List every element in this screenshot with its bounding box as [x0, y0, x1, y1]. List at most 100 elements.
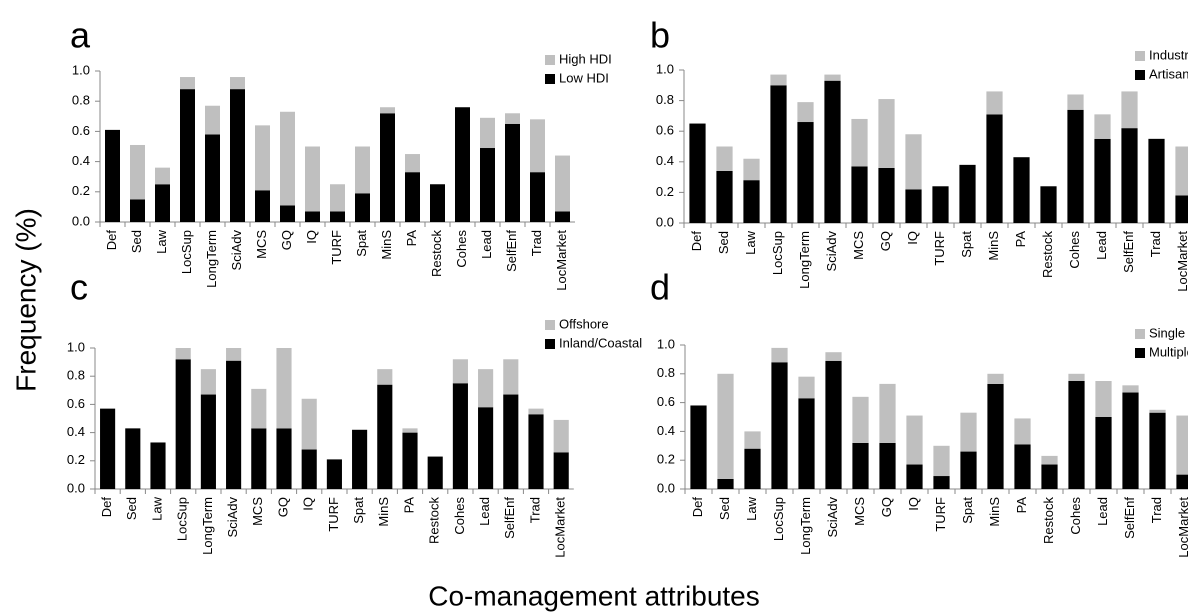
x-tick-label: Def [99, 497, 114, 518]
bar-segment [430, 184, 445, 222]
bar-segment [878, 99, 895, 168]
bar-segment [503, 359, 519, 395]
x-tick-label: Lead [1094, 231, 1109, 260]
bar-segment [255, 125, 270, 191]
bar-segment [180, 77, 195, 90]
legend-label: Industrial [1149, 47, 1188, 62]
bar-segment [301, 398, 317, 450]
x-tick-label: MinS [987, 497, 1002, 527]
bar-segment [230, 77, 245, 90]
x-tick-label: Sed [124, 497, 139, 520]
x-tick-label: LongTerm [798, 497, 813, 555]
x-tick-label: Spat [959, 231, 974, 258]
x-tick-label: IQ [906, 497, 921, 511]
bar-segment [326, 459, 342, 489]
y-tick-label: 0.0 [67, 480, 85, 495]
bar-segment [905, 134, 922, 190]
legend-label: Inland/Coastal [559, 335, 642, 350]
x-tick-label: LocMarket [553, 497, 568, 558]
bar-segment [503, 394, 519, 489]
y-tick-label: 0.8 [656, 92, 674, 107]
bar-segment [355, 146, 370, 194]
bar-segment [1068, 381, 1085, 489]
x-tick-label: LocMarket [1176, 497, 1188, 558]
bar-segment [879, 383, 896, 443]
bar-segment [150, 442, 166, 489]
bar-segment [555, 211, 570, 222]
y-tick-label: 1.0 [657, 336, 675, 351]
legend-swatch [1135, 329, 1145, 339]
bar-segment [1068, 373, 1085, 381]
x-tick-label: PA [1013, 231, 1028, 248]
x-tick-label: Lead [1095, 497, 1110, 526]
bar-segment [452, 383, 468, 489]
bar-segment [717, 373, 734, 479]
y-tick-label: 0.2 [657, 452, 675, 467]
bar-segment [155, 184, 170, 222]
x-tick-label: IQ [304, 230, 319, 244]
bar-segment [301, 449, 317, 489]
bar-segment [770, 74, 787, 86]
panel-label: a [70, 15, 91, 56]
x-tick-label: Def [104, 230, 119, 251]
x-tick-label: Sed [717, 497, 732, 520]
bar-segment [852, 442, 869, 489]
bar-segment [455, 107, 470, 222]
panel-label: b [650, 15, 670, 56]
x-tick-label: LocSup [770, 231, 785, 275]
bar-segment [330, 184, 345, 212]
x-tick-label: Restock [1041, 497, 1056, 544]
x-tick-label: Restock [1040, 231, 1055, 278]
x-tick-label: MinS [376, 497, 391, 527]
bar-segment [480, 148, 495, 222]
y-axis-label: Frequency (%) [10, 208, 41, 392]
legend-swatch [1135, 51, 1145, 61]
bar-segment [825, 352, 842, 361]
bar-segment [175, 359, 191, 489]
bar-segment [959, 164, 976, 223]
bar-segment [402, 428, 418, 433]
x-tick-label: SciAdv [229, 230, 244, 271]
bar-segment [689, 123, 706, 223]
y-tick-label: 1.0 [656, 61, 674, 76]
bar-segment [505, 113, 520, 124]
x-axis-label: Co-management attributes [428, 580, 760, 611]
bar-segment [276, 428, 292, 489]
bar-segment [1094, 114, 1111, 139]
bar-segment [130, 199, 145, 222]
bar-segment [226, 360, 242, 489]
bar-segment [255, 190, 270, 222]
x-tick-label: Law [743, 230, 758, 254]
x-tick-label: LongTerm [797, 231, 812, 289]
bar-segment [305, 146, 320, 212]
bar-segment [175, 348, 191, 360]
x-tick-label: SelfEnf [502, 497, 517, 539]
x-tick-label: Spat [354, 230, 369, 257]
bar-segment [690, 405, 707, 489]
bar-segment [878, 167, 895, 223]
bar-segment [1041, 455, 1058, 465]
bar-segment [280, 111, 295, 206]
y-tick-label: 0.8 [67, 368, 85, 383]
x-tick-label: Def [689, 231, 704, 252]
y-tick-label: 0.6 [72, 123, 90, 138]
y-tick-label: 0.0 [656, 214, 674, 229]
x-tick-label: Cohes [452, 497, 467, 535]
x-tick-label: TURF [933, 497, 948, 532]
bar-segment [377, 384, 393, 489]
bar-segment [824, 74, 841, 81]
x-tick-label: PA [1014, 497, 1029, 514]
bar-segment [986, 114, 1003, 223]
bar-segment [105, 129, 120, 222]
bar-segment [555, 155, 570, 212]
bar-segment [987, 373, 1004, 384]
x-tick-label: Law [149, 496, 164, 520]
x-tick-label: LocMarket [1175, 231, 1188, 292]
x-tick-label: LocMarket [554, 230, 569, 291]
legend-label: Multiple-species [1149, 344, 1188, 359]
bar-segment [1095, 417, 1112, 489]
y-tick-label: 0.2 [72, 183, 90, 198]
bar-segment [402, 432, 418, 489]
bar-segment [851, 118, 868, 167]
